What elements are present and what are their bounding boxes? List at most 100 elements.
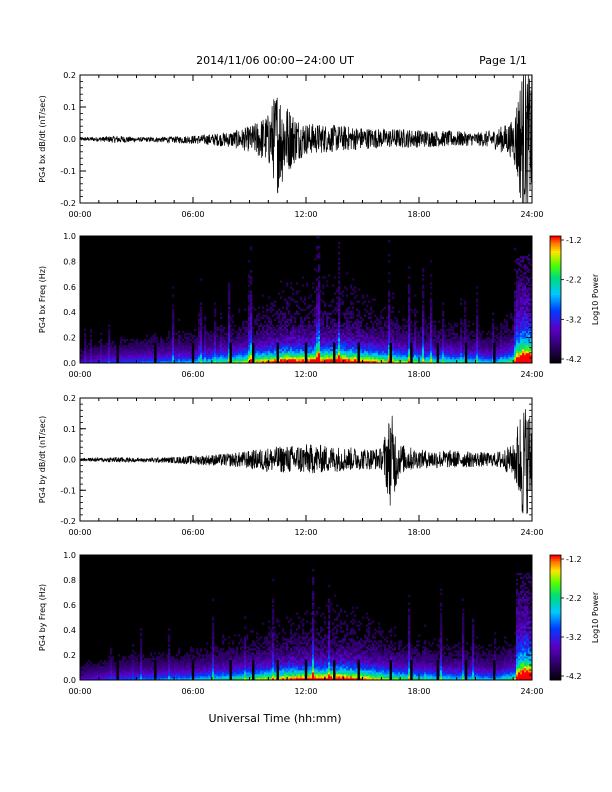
spectrogram-cell <box>330 312 333 315</box>
spectrogram-cell <box>492 332 495 336</box>
spectrogram-cell <box>342 352 345 356</box>
spectrogram-cell <box>334 324 337 328</box>
spectrogram-cell <box>174 356 177 360</box>
spectrogram-cell <box>396 350 399 354</box>
spectrogram-cell <box>516 344 519 348</box>
spectrogram-cell <box>272 356 275 360</box>
spectrogram-cell <box>360 360 363 364</box>
spectrogram-cell <box>176 346 179 350</box>
spectrogram-cell <box>388 240 391 243</box>
spectrogram-cell <box>432 346 435 350</box>
spectrogram-cell <box>528 354 531 358</box>
spectrogram-cell <box>102 356 105 360</box>
spectrogram-cell <box>144 352 147 356</box>
spectrogram-cell <box>418 344 421 348</box>
spectrogram-cell <box>140 358 143 362</box>
spectrogram-cell <box>184 342 187 346</box>
spectrogram-cell <box>372 322 375 325</box>
spectrogram-cell <box>376 354 379 358</box>
spectrogram-cell <box>412 332 415 336</box>
spectrogram-cell <box>146 360 149 364</box>
spectrogram-cell <box>524 294 527 297</box>
colorbar-segment <box>550 299 561 303</box>
spectrogram-cell <box>352 358 355 362</box>
spectrogram-cell <box>328 312 331 315</box>
spectrogram-cell <box>454 346 457 350</box>
spectrogram-cell <box>326 340 329 344</box>
spectrogram-cell <box>200 338 203 342</box>
spectrogram-cell <box>282 318 285 321</box>
spectrogram-cell <box>516 326 519 330</box>
spectrogram-cell <box>322 352 325 356</box>
spectrogram-cell <box>290 296 293 299</box>
spectrogram-cell <box>430 308 433 311</box>
spectrogram-cell <box>336 288 339 291</box>
spectrogram-cell <box>436 336 439 340</box>
spectrogram-cell <box>222 344 225 348</box>
spectrogram-cell <box>182 358 185 362</box>
spectrogram-cell <box>504 334 507 338</box>
spectrogram-cell <box>196 348 199 352</box>
spectrogram-cell <box>232 344 235 348</box>
spectrogram-cell <box>228 358 231 362</box>
spectrogram-cell <box>328 348 331 352</box>
spectrogram-cell <box>486 344 489 348</box>
spectrogram-cell <box>212 354 215 358</box>
spectrogram-cell <box>400 356 403 360</box>
spectrogram-cell <box>200 324 203 328</box>
spectrogram-cell <box>264 344 267 348</box>
spectrogram-cell <box>118 358 121 362</box>
spectrogram-cell <box>520 316 523 319</box>
spectrogram-cell <box>372 324 375 328</box>
spectrogram-cell <box>528 294 531 297</box>
spectrogram-cell <box>198 330 201 334</box>
spectrogram-cell <box>262 326 265 330</box>
spectrogram-cell <box>248 314 251 317</box>
spectrogram-cell <box>388 320 391 323</box>
spectrogram-cell <box>328 356 331 360</box>
spectrogram-cell <box>276 328 279 332</box>
x-tick-label: 24:00 <box>520 370 543 379</box>
spectrogram-cell <box>104 346 107 350</box>
spectrogram-cell <box>316 254 319 257</box>
spectrogram-cell <box>236 360 239 364</box>
spectrogram-cell <box>380 352 383 356</box>
spectrogram-cell <box>166 342 169 346</box>
spectrogram-cell <box>340 328 343 332</box>
spectrogram-cell <box>522 346 525 350</box>
spectrogram-cell <box>472 358 475 362</box>
spectrogram-cell <box>512 324 515 328</box>
spectrogram-cell <box>204 344 207 348</box>
spectrogram-cell <box>340 350 343 354</box>
spectrogram-cell <box>282 344 285 348</box>
spectrogram-cell <box>346 316 349 319</box>
spectrogram-cell <box>328 346 331 350</box>
spectrogram-cell <box>96 356 99 360</box>
spectrogram-cell <box>452 340 455 344</box>
spectrogram-cell <box>326 344 329 348</box>
spectrogram-cell <box>166 354 169 358</box>
spectrogram-cell <box>100 346 103 350</box>
spectrogram-cell <box>526 304 529 307</box>
spectrogram-cell <box>88 356 91 360</box>
spectrogram-cell <box>172 346 175 350</box>
spectrogram-cell <box>518 352 521 356</box>
spectrogram-cell <box>514 308 517 311</box>
spectrogram-cell <box>358 300 361 303</box>
spectrogram-cell <box>244 336 247 340</box>
spectrogram-cell <box>248 300 251 303</box>
spectrogram-cell <box>148 360 151 364</box>
spectrogram-cell <box>476 304 479 307</box>
spectrogram-cell <box>512 356 515 360</box>
spectrogram-cell <box>350 328 353 332</box>
spectrogram-cell <box>158 354 161 358</box>
spectrogram-cell <box>90 352 93 356</box>
spectrogram-cell <box>332 320 335 323</box>
data-gap-mark <box>116 342 119 363</box>
spectrogram-cell <box>200 348 203 352</box>
spectrogram-cell <box>216 336 219 340</box>
spectrogram-cell <box>458 344 461 348</box>
spectrogram-cell <box>370 334 373 338</box>
spectrogram-cell <box>204 332 207 336</box>
spectrogram-cell <box>330 350 333 354</box>
